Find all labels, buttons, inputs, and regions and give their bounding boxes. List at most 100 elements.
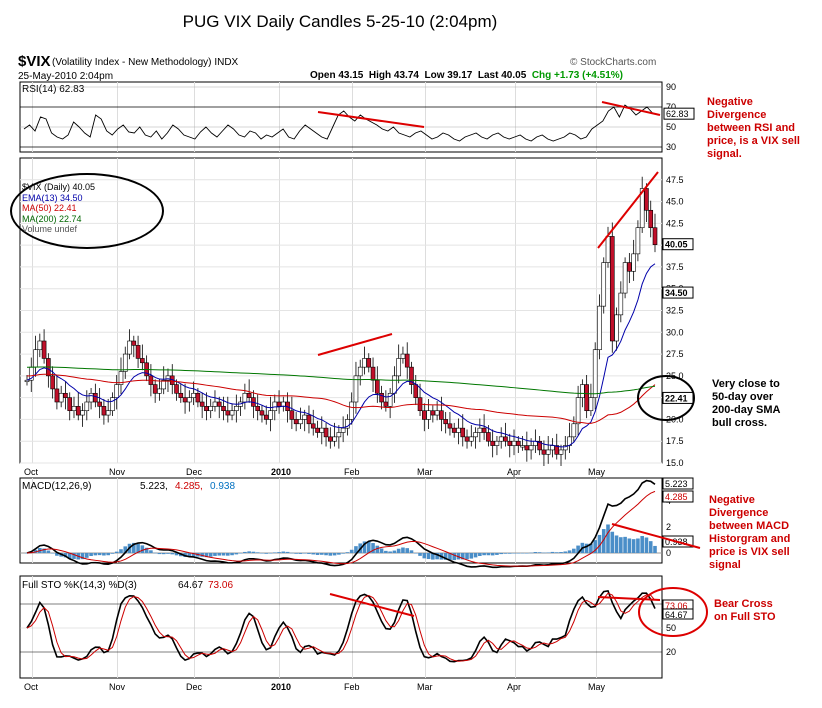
candle-body bbox=[618, 292, 624, 316]
candle-body bbox=[298, 419, 303, 425]
candle-body bbox=[268, 410, 273, 420]
candle-body bbox=[140, 358, 145, 364]
macd-hist-bar bbox=[166, 553, 170, 554]
macd-hist-bar bbox=[93, 553, 98, 556]
candle-body bbox=[434, 410, 440, 416]
rsi-panel-frame bbox=[19, 81, 663, 153]
macd-hist-bar bbox=[503, 553, 508, 554]
candle-body bbox=[174, 384, 179, 394]
candle-body bbox=[315, 427, 320, 433]
macd-tick-label: 2 bbox=[666, 522, 671, 532]
candle-body bbox=[101, 406, 107, 416]
macd-hist-bar bbox=[443, 553, 448, 560]
macd-hist-bar bbox=[610, 531, 615, 553]
candle-body bbox=[122, 353, 128, 372]
candle-body bbox=[332, 436, 337, 442]
rsi-line bbox=[23, 104, 659, 142]
candle-body bbox=[614, 314, 619, 342]
candle-body bbox=[481, 427, 487, 433]
month-label: Oct bbox=[24, 467, 39, 477]
candle-body bbox=[152, 384, 158, 394]
candle-body bbox=[456, 427, 461, 433]
month-label: Feb bbox=[344, 682, 360, 692]
macd-hist-bar bbox=[554, 552, 559, 553]
candle-body bbox=[310, 423, 316, 429]
candle-body bbox=[208, 406, 214, 412]
macd-hist-bar bbox=[559, 552, 563, 553]
candle-body bbox=[652, 227, 658, 246]
candle-body bbox=[486, 432, 491, 442]
macd-signal-line bbox=[26, 490, 656, 567]
month-label: 2010 bbox=[271, 467, 291, 477]
legend-ma50: MA(50) 22.41 bbox=[22, 203, 77, 213]
candle-body bbox=[88, 392, 94, 403]
candle-body bbox=[413, 384, 419, 398]
candle-body bbox=[562, 445, 568, 451]
candle-body bbox=[259, 410, 265, 416]
macd-hist-bar bbox=[520, 552, 525, 554]
month-label: Nov bbox=[109, 682, 126, 692]
candle-body bbox=[118, 371, 124, 385]
macd-hist-bar bbox=[319, 553, 324, 555]
macd-hist-bar bbox=[619, 537, 623, 553]
macd-hist-bar bbox=[204, 553, 209, 558]
rsi-annotation: Negative Divergence between RSI and price, … bbox=[707, 96, 819, 161]
candle-body bbox=[195, 392, 201, 403]
cross-annotation-line: 200-day SMA bbox=[712, 404, 781, 416]
macd-hist-bar bbox=[362, 541, 367, 553]
price-tick-label: 15.0 bbox=[666, 458, 684, 468]
candle-body bbox=[75, 406, 81, 416]
macd-hist-bar bbox=[102, 553, 106, 556]
macd-hist-bar bbox=[460, 553, 465, 560]
month-label: Dec bbox=[186, 467, 203, 477]
macd-hist-bar bbox=[243, 551, 247, 553]
candle-body bbox=[58, 392, 64, 403]
macd-panel-frame bbox=[19, 477, 663, 564]
macd-hist-bar bbox=[217, 553, 222, 556]
candle-body bbox=[490, 440, 495, 446]
candle-body bbox=[545, 449, 551, 455]
month-label: Dec bbox=[186, 682, 203, 692]
candle-body bbox=[507, 440, 513, 446]
macd-hist-bar bbox=[597, 534, 602, 553]
macd-hist-bar bbox=[123, 546, 128, 553]
candle-body bbox=[353, 375, 359, 403]
macd-hist-bar bbox=[345, 552, 350, 553]
candle-body bbox=[225, 410, 231, 416]
rsi-value-box bbox=[663, 107, 695, 120]
brand-label: © StockCharts.com bbox=[570, 57, 657, 68]
candle-body bbox=[165, 375, 171, 381]
macd-hist-bar bbox=[140, 545, 145, 553]
macd-hist-bar bbox=[546, 552, 550, 553]
price-tick-label: 27.5 bbox=[666, 349, 684, 359]
macd-hist-bar bbox=[640, 536, 644, 553]
candle-body bbox=[404, 353, 410, 368]
cross-annotation-line: bull cross. bbox=[712, 417, 768, 429]
macd-annotation-line: price is VIX sell bbox=[709, 546, 790, 558]
macd-hist-bar bbox=[469, 553, 474, 559]
macd-hist-bar bbox=[525, 553, 529, 554]
candle-body bbox=[644, 188, 649, 211]
macd-value-box bbox=[662, 477, 694, 490]
price-tick-label: 37.5 bbox=[666, 262, 684, 272]
last-price-box-label: 40.05 bbox=[665, 240, 688, 250]
candle-body bbox=[242, 392, 248, 403]
macd-hist-bar bbox=[435, 553, 439, 560]
macd-hist-bar bbox=[55, 553, 59, 556]
cross-annotation-line: Very close to bbox=[712, 378, 780, 390]
sto-tick-label: 50 bbox=[666, 623, 676, 633]
macd-hist-bar bbox=[268, 553, 273, 554]
sto-value-box-label: 64.67 bbox=[665, 610, 688, 620]
candle-body bbox=[460, 427, 466, 438]
candle-body bbox=[439, 410, 444, 420]
macd-hist-bar bbox=[490, 553, 495, 556]
candle-body bbox=[409, 366, 414, 385]
ma200-line bbox=[27, 366, 656, 395]
macd-annotation: Negative Divergence between MACD Historgram… bbox=[709, 494, 819, 572]
legend-ema13: EMA(13) 34.50 bbox=[22, 192, 83, 203]
macd-hist-bar bbox=[516, 553, 521, 554]
rsi-divergence-line bbox=[317, 111, 425, 128]
macd-hist-bar bbox=[431, 553, 435, 560]
candle-body bbox=[515, 440, 521, 446]
rsi-tick-label: 30 bbox=[666, 142, 676, 152]
